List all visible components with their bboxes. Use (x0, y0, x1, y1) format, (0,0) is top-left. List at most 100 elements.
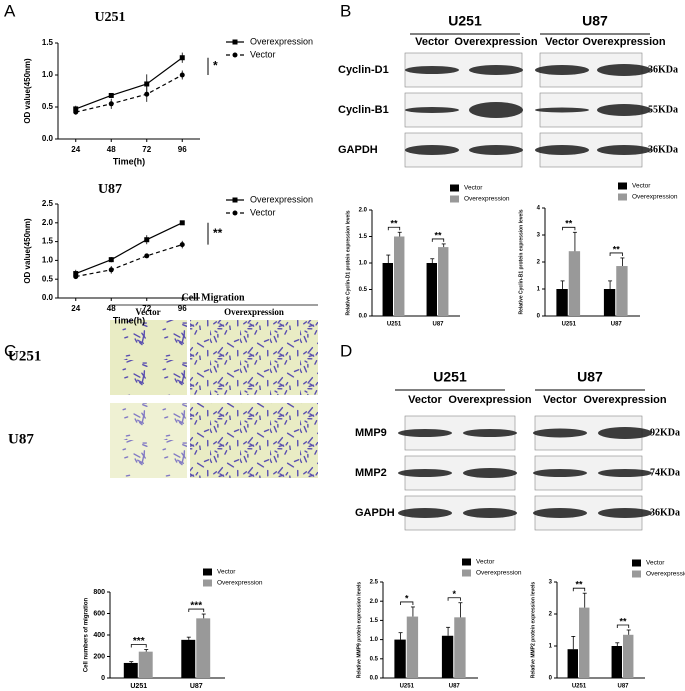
blot-band (597, 64, 651, 76)
bar (441, 635, 454, 678)
y-tick-label: 0.5 (359, 287, 368, 293)
legend-label: Overexpression (464, 196, 510, 203)
y-tick-label: 2.5 (42, 199, 54, 208)
legend-swatch (450, 184, 459, 192)
row-label: U87 (8, 431, 34, 447)
lane-label: Overexpression (454, 36, 537, 48)
significance-label: * (452, 589, 456, 599)
x-tick-label: U251 (400, 684, 415, 690)
bar (406, 616, 419, 678)
y-axis-label: OD value(450nm) (23, 218, 32, 284)
y-tick-label: 0.0 (42, 134, 54, 143)
legend-label: Overexpression (250, 194, 313, 204)
significance-bracket (387, 226, 401, 231)
blot-band (597, 145, 651, 155)
legend-label: Overexpression (217, 580, 263, 587)
size-label: 92KDa (650, 427, 680, 438)
y-tick-label: 2.0 (370, 599, 379, 605)
x-tick-label: 72 (142, 145, 151, 154)
chart-title: U251 (94, 10, 125, 25)
marker (73, 106, 79, 112)
y-tick-label: 1 (549, 644, 553, 650)
x-tick-label: U87 (617, 684, 629, 690)
marker (144, 237, 150, 243)
size-label: 36KDa (650, 507, 680, 518)
blot-band (469, 65, 523, 75)
y-tick-label: 3 (549, 580, 553, 586)
x-tick-label: U251 (562, 322, 577, 328)
y-tick-label: 600 (93, 610, 105, 617)
y-tick-label: 2.0 (42, 218, 54, 227)
legend-label: Overexpression (250, 36, 313, 46)
y-axis-label: Relative Cyclin-B1 protein expression le… (518, 209, 524, 314)
y-tick-label: 1.0 (370, 637, 379, 643)
series-line (75, 222, 183, 275)
chart-title: U87 (98, 182, 122, 197)
panel-label: A (4, 1, 16, 20)
significance-label: * (405, 593, 409, 603)
x-tick-label: 96 (178, 145, 187, 154)
x-tick-label: U251 (130, 683, 147, 690)
lane-label: Vector (408, 394, 442, 406)
legend-label: Vector (464, 185, 483, 192)
bar (556, 289, 568, 316)
x-axis-label: Time(h) (113, 315, 145, 325)
marker (73, 274, 79, 280)
y-axis-label: OD value(450nm) (23, 58, 32, 124)
y-tick-label: 0.5 (42, 274, 54, 283)
legend-label: Vector (250, 207, 276, 217)
size-label: 55KDa (648, 104, 678, 115)
y-tick-label: 1.5 (42, 38, 54, 47)
marker (179, 220, 185, 226)
y-tick-label: 1.0 (42, 70, 54, 79)
blot-band (405, 66, 459, 74)
legend-marker (232, 197, 238, 203)
significance-bracket (400, 601, 414, 605)
bar (567, 649, 578, 678)
y-tick-label: 0.5 (370, 656, 379, 662)
bar (426, 263, 437, 316)
blot-band (598, 469, 652, 477)
micrograph (190, 320, 318, 395)
significance-bracket (188, 608, 205, 613)
legend-label: Overexpression (632, 194, 678, 201)
size-label: 36KDa (648, 64, 678, 75)
legend-swatch (632, 570, 641, 578)
y-tick-label: 0.5 (42, 102, 54, 111)
blot-band (535, 107, 589, 113)
significance-label: ** (613, 244, 621, 254)
y-axis-label: Relative Cyclin-D1 protein expression le… (345, 210, 351, 315)
y-tick-label: 1.5 (42, 237, 54, 246)
significance-label: * (213, 59, 218, 73)
legend-swatch (618, 193, 627, 201)
y-axis-label: Relative MMP9 protein expression levels (356, 582, 362, 679)
legend-swatch (462, 569, 471, 577)
marker (73, 109, 79, 115)
y-tick-label: 2.0 (359, 208, 368, 214)
y-tick-label: 1.5 (359, 234, 368, 240)
legend-label: Vector (250, 49, 276, 59)
x-tick-label: 24 (71, 145, 80, 154)
x-tick-label: 96 (178, 304, 187, 313)
bar (603, 289, 616, 316)
bar (579, 607, 590, 678)
protein-label: GAPDH (355, 507, 395, 519)
marker (108, 257, 114, 263)
significance-bracket (431, 238, 445, 242)
blot-band (535, 65, 589, 75)
significance-label: ** (213, 226, 223, 240)
marker (108, 92, 114, 98)
y-tick-label: 2 (549, 612, 553, 618)
significance-bracket (616, 624, 630, 628)
bar (568, 251, 581, 316)
protein-label: MMP9 (355, 427, 387, 439)
bar (382, 263, 393, 316)
y-tick-label: 3 (537, 233, 541, 239)
bar (394, 639, 406, 678)
marker (179, 242, 185, 248)
y-tick-label: 0 (537, 314, 541, 320)
blot-band (469, 102, 523, 118)
marker (108, 101, 114, 107)
y-tick-label: 0.0 (42, 293, 54, 302)
